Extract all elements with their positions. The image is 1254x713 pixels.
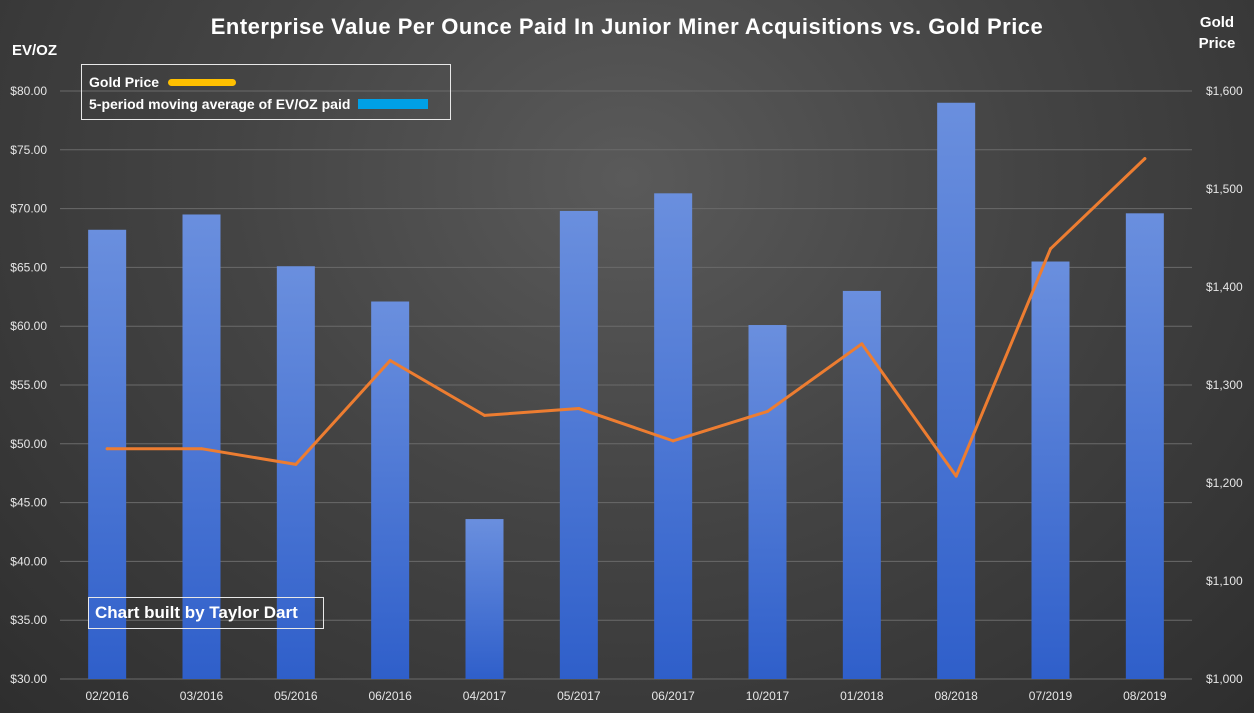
legend-label-gold-price: Gold Price bbox=[89, 74, 160, 90]
y-tick-label: $45.00 bbox=[10, 496, 47, 510]
bar-ev-oz bbox=[182, 214, 221, 680]
point-gold-price bbox=[483, 413, 486, 417]
bar-ev-oz bbox=[1125, 213, 1164, 679]
point-gold-price bbox=[860, 342, 864, 346]
bar-ev-oz bbox=[276, 266, 315, 679]
bar-ev-oz bbox=[559, 210, 598, 679]
y-tick-label: $80.00 bbox=[10, 84, 47, 98]
legend-item-gold-price: Gold Price bbox=[89, 74, 237, 90]
legend: Gold Price 5-period moving average of EV… bbox=[81, 64, 451, 120]
y-axis-title: EV/OZ bbox=[12, 42, 58, 59]
y2-tick-label: $1,400 bbox=[1206, 280, 1243, 294]
point-gold-price bbox=[954, 474, 958, 478]
chart-credit-annotation: Chart built by Taylor Dart bbox=[88, 597, 324, 629]
x-tick-label: 10/2017 bbox=[746, 689, 790, 703]
x-tick-label: 02/2016 bbox=[85, 689, 129, 703]
y2-axis-title: Gold Price bbox=[1196, 12, 1238, 54]
y2-tick-label: $1,500 bbox=[1206, 182, 1243, 196]
y-tick-label: $60.00 bbox=[10, 319, 47, 333]
x-tick-label: 04/2017 bbox=[463, 689, 507, 703]
legend-swatch-ev-oz bbox=[358, 99, 429, 109]
point-gold-price bbox=[1143, 157, 1147, 161]
legend-swatch-gold-price bbox=[168, 78, 237, 86]
x-tick-label: 08/2018 bbox=[934, 689, 978, 703]
bar-ev-oz bbox=[371, 301, 410, 679]
point-gold-price bbox=[294, 462, 298, 466]
y2-axis-title-line-1: Gold bbox=[1199, 14, 1235, 31]
y-tick-label: $70.00 bbox=[10, 202, 47, 216]
point-gold-price bbox=[766, 409, 769, 413]
bar-ev-oz bbox=[937, 102, 976, 679]
y2-axis-title-line-2: Price bbox=[1198, 35, 1236, 52]
x-tick-label: 07/2019 bbox=[1029, 689, 1073, 703]
bar-ev-oz bbox=[842, 290, 881, 679]
point-gold-price bbox=[577, 407, 581, 411]
point-gold-price bbox=[1049, 247, 1052, 251]
y-tick-label: $35.00 bbox=[10, 613, 47, 627]
point-gold-price bbox=[388, 359, 392, 362]
point-gold-price bbox=[671, 439, 675, 443]
x-tick-label: 06/2016 bbox=[368, 689, 412, 703]
bar-ev-oz bbox=[1031, 261, 1070, 679]
chart-title: Enterprise Value Per Ounce Paid In Junio… bbox=[210, 14, 1044, 39]
bar-ev-oz bbox=[748, 325, 787, 679]
legend-label-ev-oz: 5-period moving average of EV/OZ paid bbox=[89, 96, 351, 112]
x-tick-label: 03/2016 bbox=[180, 689, 224, 703]
line-gold-price bbox=[105, 157, 1147, 478]
point-gold-price bbox=[200, 447, 203, 451]
y-tick-label: $30.00 bbox=[10, 672, 47, 686]
y-tick-label: $55.00 bbox=[10, 378, 47, 392]
y2-tick-label: $1,300 bbox=[1206, 378, 1243, 392]
x-tick-label: 08/2019 bbox=[1123, 689, 1167, 703]
y2-tick-label: $1,200 bbox=[1206, 476, 1243, 490]
x-tick-label: 01/2018 bbox=[840, 689, 884, 703]
x-tick-label: 05/2016 bbox=[274, 689, 318, 703]
y2-tick-label: $1,100 bbox=[1206, 574, 1243, 588]
x-tick-label: 05/2017 bbox=[557, 689, 601, 703]
bar-ev-oz bbox=[465, 519, 504, 679]
y-tick-label: $75.00 bbox=[10, 143, 47, 157]
y2-tick-label: $1,600 bbox=[1206, 84, 1243, 98]
y2-tick-label: $1,000 bbox=[1206, 672, 1243, 686]
bar-ev-oz bbox=[88, 229, 127, 679]
legend-item-ev-oz: 5-period moving average of EV/OZ paid bbox=[89, 96, 429, 112]
y-tick-label: $40.00 bbox=[10, 554, 47, 568]
y-tick-label: $50.00 bbox=[10, 437, 47, 451]
y-tick-label: $65.00 bbox=[10, 260, 47, 274]
x-tick-label: 06/2017 bbox=[651, 689, 695, 703]
point-gold-price bbox=[105, 447, 109, 451]
